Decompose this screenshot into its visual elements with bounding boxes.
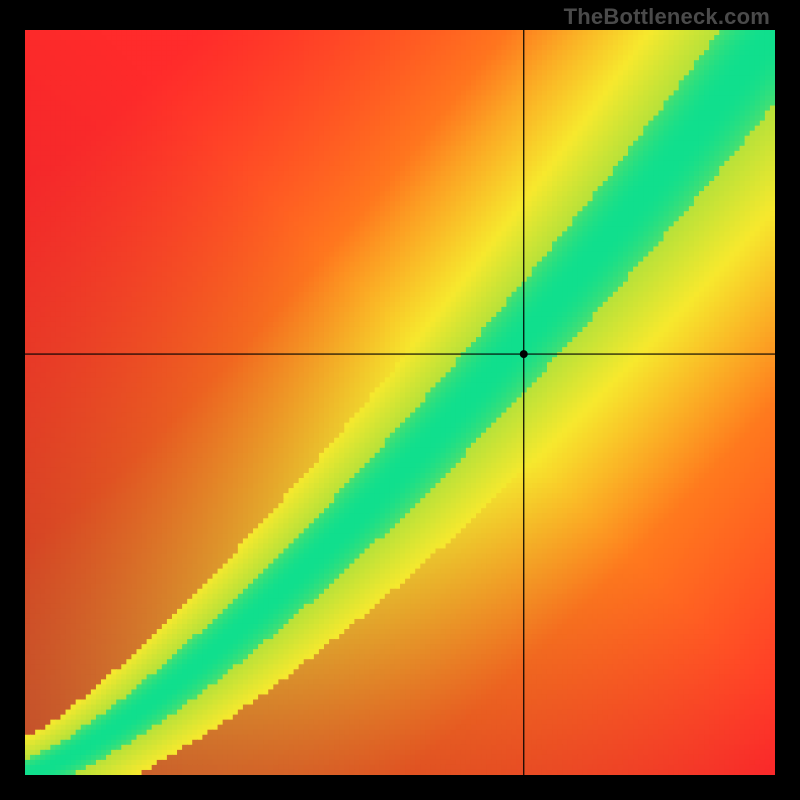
watermark-label: TheBottleneck.com <box>564 4 770 30</box>
bottleneck-heatmap <box>25 30 775 775</box>
heatmap-canvas <box>25 30 775 775</box>
